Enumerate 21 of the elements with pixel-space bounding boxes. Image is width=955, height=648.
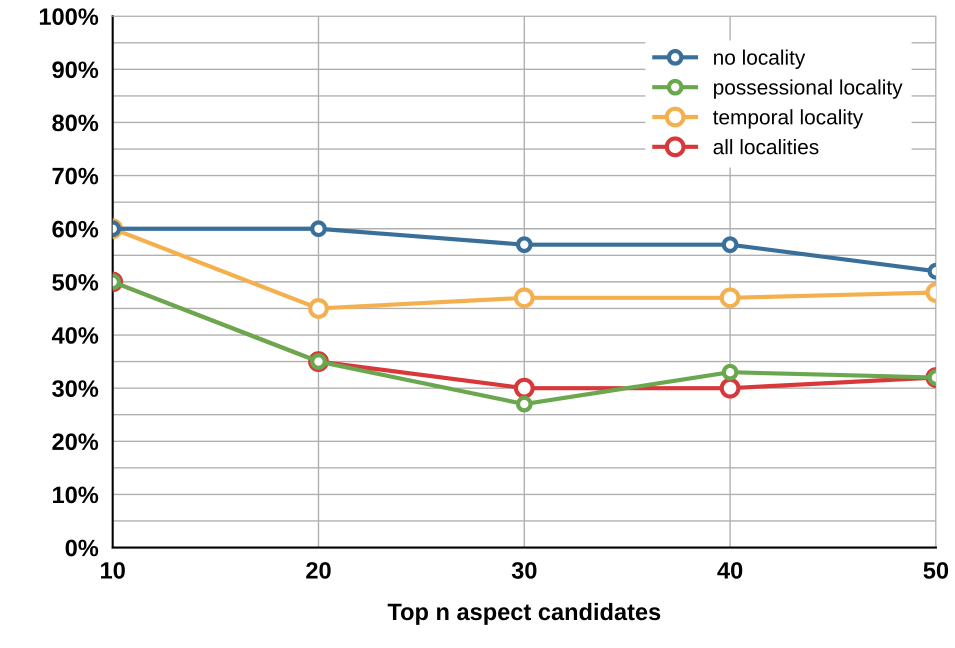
x-tick-label: 30 (512, 562, 536, 579)
x-tick-label: 40 (717, 562, 742, 579)
y-tick-label: 70% (52, 168, 98, 184)
y-tick-label: 10% (53, 486, 98, 504)
legend-label: possessional locality (714, 79, 903, 99)
y-tick-label: 30% (52, 380, 98, 397)
legend-label: temporal locality (712, 109, 864, 129)
x-axis-title: Top n aspect candidates (388, 602, 660, 625)
x-tick-label: 10 (101, 562, 125, 579)
x-tick-label: 50 (923, 562, 948, 579)
x-tick-label: 20 (306, 562, 331, 579)
y-tick-label: 40% (52, 327, 98, 344)
y-tick-label: 80% (52, 114, 98, 132)
y-tick-label: 60% (52, 220, 98, 238)
y-tick-label: 0% (66, 540, 98, 556)
y-tick-label: 100% (40, 8, 98, 25)
y-tick-label: 20% (52, 433, 98, 450)
y-tick-label: 50% (52, 274, 98, 291)
legend-label: all localities (714, 139, 818, 154)
legend-label: no locality (714, 50, 806, 69)
y-tick-label: 90% (52, 61, 98, 78)
